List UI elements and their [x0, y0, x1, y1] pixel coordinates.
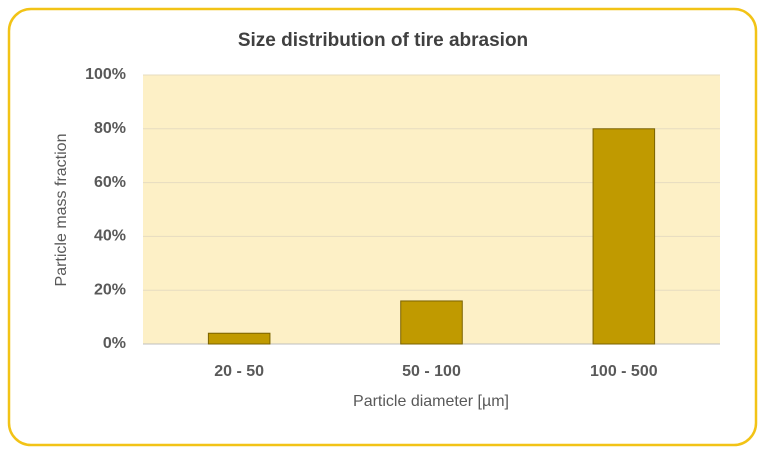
x-axis-label: Particle diameter [µm]	[353, 393, 509, 410]
chart-title: Size distribution of tire abrasion	[238, 30, 528, 51]
bar	[207, 332, 271, 345]
y-tick-label: 40%	[94, 228, 126, 245]
bar	[400, 300, 463, 345]
x-tick-label: 20 - 50	[214, 363, 264, 380]
bar	[592, 128, 656, 345]
x-tick-label: 100 - 500	[590, 363, 658, 380]
y-tick-label: 60%	[94, 174, 126, 191]
x-tick-label: 50 - 100	[402, 363, 461, 380]
y-tick-label: 20%	[94, 281, 126, 298]
y-tick-label: 100%	[85, 66, 126, 83]
y-axis-label: Particle mass fraction	[53, 134, 70, 287]
y-tick-label: 0%	[103, 335, 126, 352]
y-tick-label: 80%	[94, 120, 126, 137]
